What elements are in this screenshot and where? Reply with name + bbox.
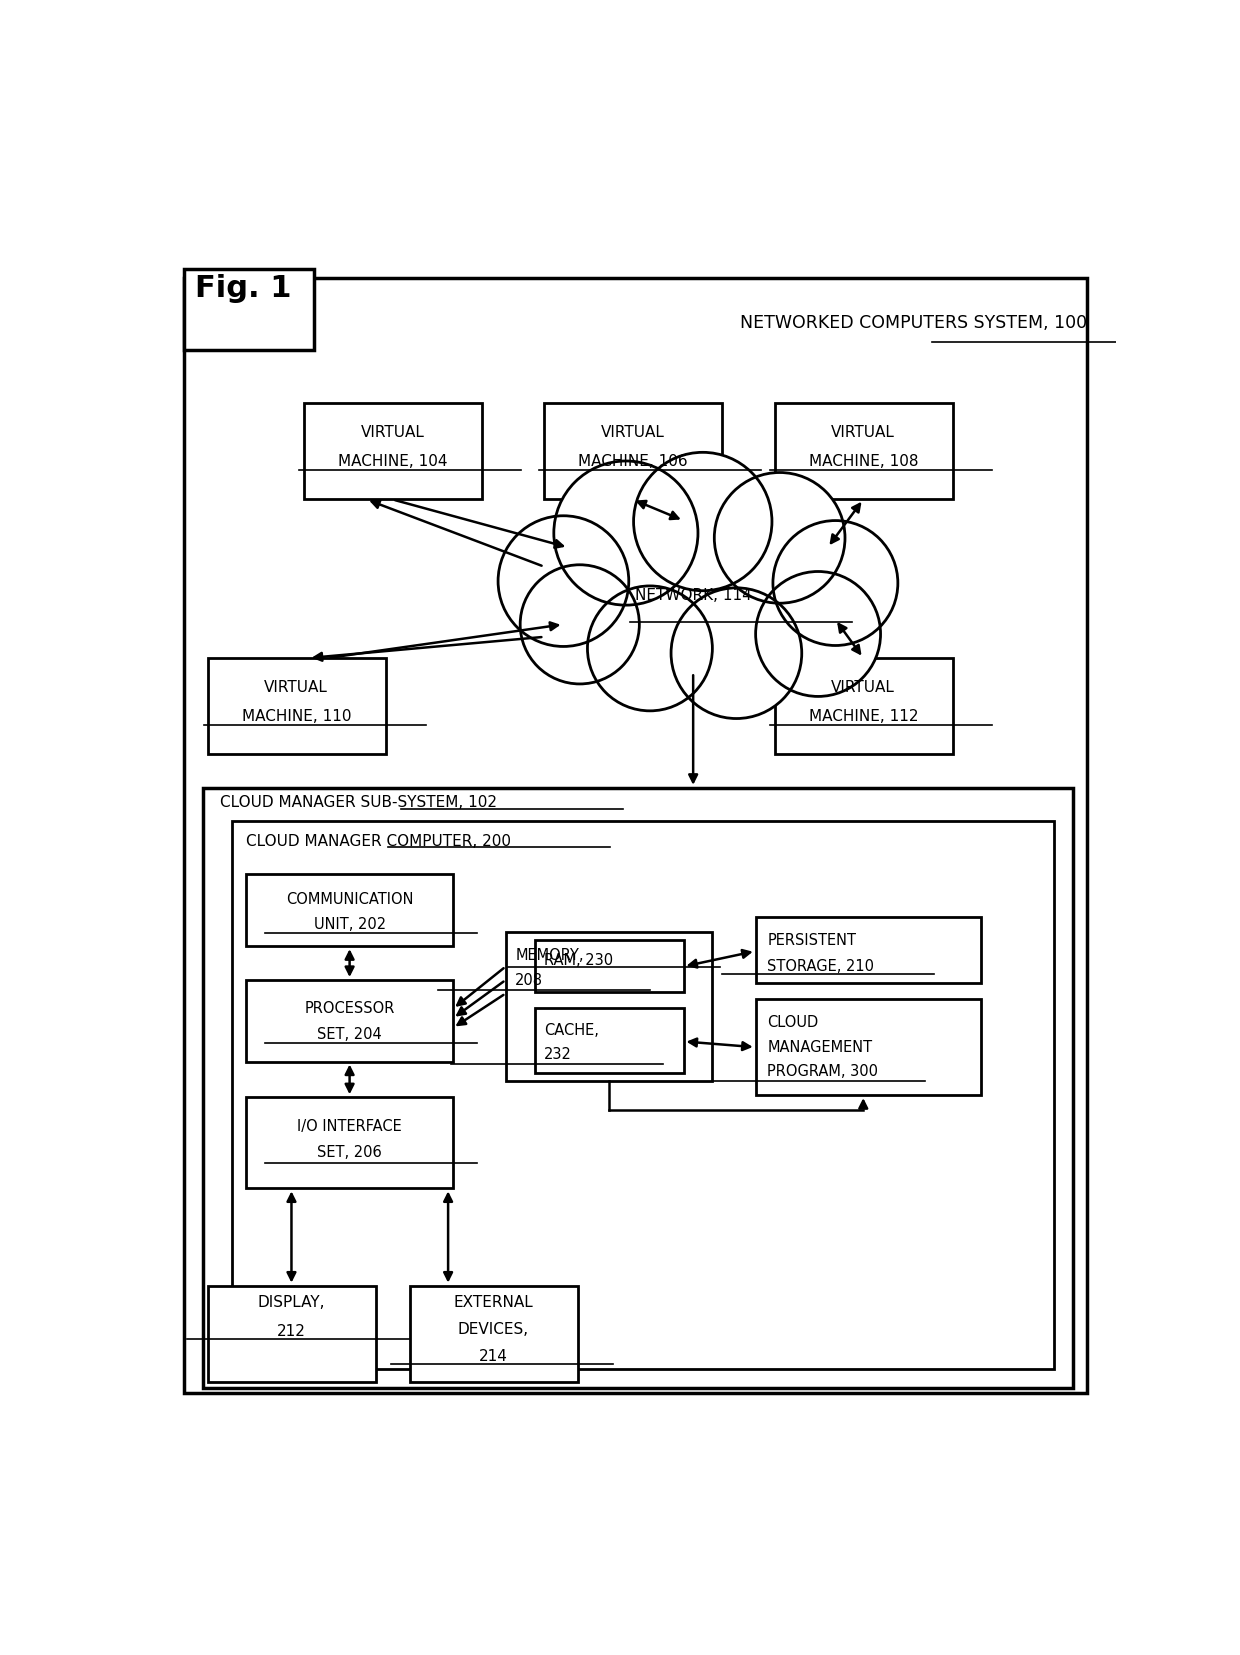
Text: SET, 206: SET, 206	[317, 1145, 382, 1160]
Text: SET, 204: SET, 204	[317, 1028, 382, 1043]
Text: CLOUD MANAGER SUB-SYSTEM, 102: CLOUD MANAGER SUB-SYSTEM, 102	[221, 796, 497, 811]
FancyBboxPatch shape	[755, 917, 982, 983]
Text: MEMORY,: MEMORY,	[516, 948, 584, 963]
Text: VIRTUAL: VIRTUAL	[600, 425, 665, 440]
Text: MACHINE, 112: MACHINE, 112	[808, 708, 918, 723]
Circle shape	[755, 571, 880, 697]
Text: PROGRAM, 300: PROGRAM, 300	[768, 1064, 878, 1079]
FancyBboxPatch shape	[203, 788, 1073, 1389]
Text: RAM, 230: RAM, 230	[544, 953, 614, 968]
Text: VIRTUAL: VIRTUAL	[831, 425, 895, 440]
Text: VIRTUAL: VIRTUAL	[831, 680, 895, 695]
Text: 232: 232	[544, 1048, 572, 1063]
Circle shape	[634, 452, 773, 591]
Text: VIRTUAL: VIRTUAL	[361, 425, 424, 440]
Text: CLOUD: CLOUD	[768, 1016, 818, 1031]
Text: 212: 212	[277, 1324, 306, 1339]
Circle shape	[588, 586, 712, 712]
Text: MACHINE, 106: MACHINE, 106	[578, 453, 687, 470]
FancyBboxPatch shape	[208, 1286, 376, 1382]
FancyBboxPatch shape	[755, 1000, 982, 1096]
Text: CACHE,: CACHE,	[544, 1023, 599, 1038]
FancyBboxPatch shape	[247, 1097, 453, 1188]
FancyBboxPatch shape	[534, 940, 683, 993]
Text: PROCESSOR: PROCESSOR	[304, 1001, 394, 1016]
Text: 208: 208	[516, 973, 543, 988]
Text: STORAGE, 210: STORAGE, 210	[768, 958, 874, 973]
Text: MACHINE, 108: MACHINE, 108	[808, 453, 918, 470]
FancyBboxPatch shape	[184, 278, 1087, 1394]
FancyBboxPatch shape	[232, 821, 1054, 1369]
FancyBboxPatch shape	[775, 404, 952, 500]
Text: DISPLAY,: DISPLAY,	[258, 1296, 325, 1311]
FancyBboxPatch shape	[534, 1008, 683, 1072]
Text: NETWORKED COMPUTERS SYSTEM, 100: NETWORKED COMPUTERS SYSTEM, 100	[740, 314, 1087, 333]
Text: EXTERNAL: EXTERNAL	[454, 1296, 533, 1311]
FancyBboxPatch shape	[247, 874, 453, 947]
Text: Fig. 1: Fig. 1	[196, 273, 291, 303]
FancyBboxPatch shape	[544, 404, 722, 500]
Text: 214: 214	[479, 1349, 507, 1364]
Circle shape	[714, 473, 844, 602]
Circle shape	[521, 564, 640, 684]
Circle shape	[554, 462, 698, 606]
Text: DEVICES,: DEVICES,	[458, 1322, 528, 1337]
Text: NETWORK, 114: NETWORK, 114	[635, 588, 751, 602]
Circle shape	[671, 588, 802, 718]
Text: I/O INTERFACE: I/O INTERFACE	[298, 1119, 402, 1134]
Text: MANAGEMENT: MANAGEMENT	[768, 1039, 872, 1054]
Text: UNIT, 202: UNIT, 202	[314, 917, 386, 932]
Text: VIRTUAL: VIRTUAL	[264, 680, 329, 695]
FancyBboxPatch shape	[247, 980, 453, 1061]
Circle shape	[773, 521, 898, 645]
Text: PERSISTENT: PERSISTENT	[768, 933, 856, 948]
FancyBboxPatch shape	[208, 659, 386, 755]
FancyBboxPatch shape	[775, 659, 952, 755]
Text: MACHINE, 104: MACHINE, 104	[337, 453, 448, 470]
Circle shape	[498, 516, 629, 647]
Text: MACHINE, 110: MACHINE, 110	[242, 708, 351, 723]
FancyBboxPatch shape	[184, 268, 314, 351]
FancyBboxPatch shape	[409, 1286, 578, 1382]
Text: CLOUD MANAGER COMPUTER, 200: CLOUD MANAGER COMPUTER, 200	[247, 834, 511, 849]
Text: COMMUNICATION: COMMUNICATION	[286, 892, 413, 907]
FancyBboxPatch shape	[304, 404, 481, 500]
FancyBboxPatch shape	[506, 932, 712, 1081]
